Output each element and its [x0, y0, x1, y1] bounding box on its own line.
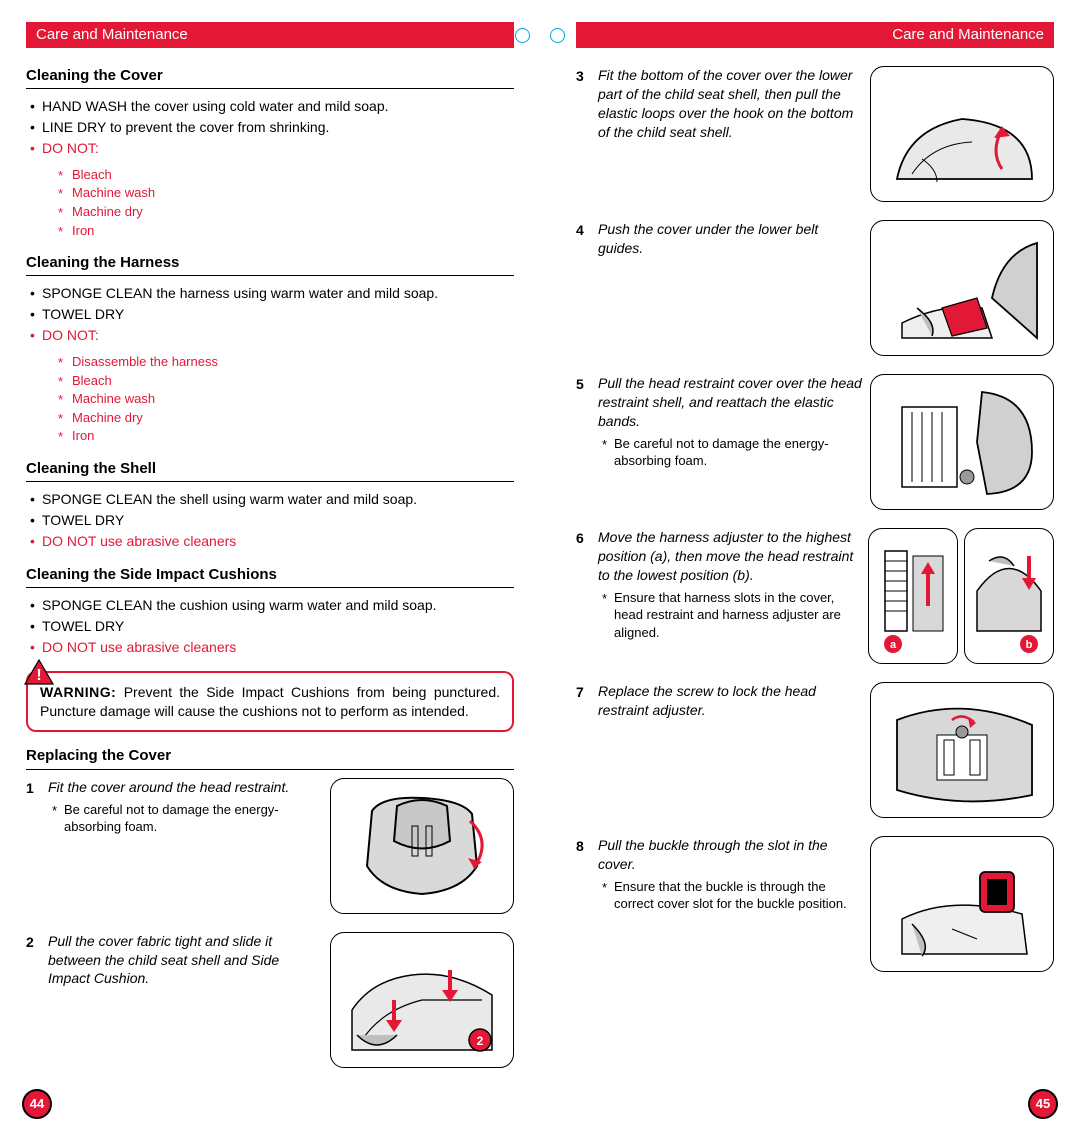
- warning-box: ! WARNING: Prevent the Side Impact Cushi…: [26, 671, 514, 733]
- star-item: Machine dry: [58, 203, 514, 221]
- step-text: Fit the bottom of the cover over the low…: [598, 66, 862, 142]
- header-left: Care and Maintenance: [26, 22, 514, 48]
- bullet: HAND WASH the cover using cold water and…: [26, 97, 514, 116]
- step-text: Pull the buckle through the slot in the …: [598, 836, 862, 874]
- star-item: Disassemble the harness: [58, 353, 514, 371]
- step-num: 7: [576, 682, 598, 818]
- illustration-step-5: [870, 374, 1054, 510]
- star-item: Iron: [58, 222, 514, 240]
- step-1: 1 Fit the cover around the head restrain…: [26, 778, 514, 914]
- bullet: TOWEL DRY: [26, 511, 514, 530]
- step-note: Ensure that harness slots in the cover, …: [598, 589, 860, 642]
- list-harness-donot: Disassemble the harness Bleach Machine w…: [26, 353, 514, 445]
- step-num: 8: [576, 836, 598, 972]
- page-spread: Care and Maintenance Cleaning the Cover …: [0, 0, 1080, 1143]
- bullet-donot: DO NOT:: [26, 139, 514, 158]
- step-num: 4: [576, 220, 598, 356]
- illustration-step-3: [870, 66, 1054, 202]
- step-num: 2: [26, 932, 48, 1068]
- subhead-shell: Cleaning the Shell: [26, 459, 514, 482]
- warning-label: WARNING:: [40, 684, 116, 700]
- step-num: 5: [576, 374, 598, 510]
- step-text: Push the cover under the lower belt guid…: [598, 220, 862, 258]
- illustration-step-6a: a: [868, 528, 958, 664]
- subhead-replace: Replacing the Cover: [26, 746, 514, 769]
- bullet: SPONGE CLEAN the shell using warm water …: [26, 490, 514, 509]
- bullet-donot: DO NOT use abrasive cleaners: [26, 638, 514, 657]
- subhead-harness: Cleaning the Harness: [26, 253, 514, 276]
- illustration-step-8: [870, 836, 1054, 972]
- star-item: Machine wash: [58, 184, 514, 202]
- page-left: Care and Maintenance Cleaning the Cover …: [0, 0, 540, 1143]
- list-cover: HAND WASH the cover using cold water and…: [26, 97, 514, 158]
- bullet: TOWEL DRY: [26, 305, 514, 324]
- svg-text:2: 2: [477, 1034, 484, 1048]
- svg-text:!: !: [36, 667, 41, 684]
- page-number-right: 45: [1028, 1089, 1058, 1119]
- step-note: Ensure that the buckle is through the co…: [598, 878, 862, 913]
- star-item: Machine wash: [58, 390, 514, 408]
- step-note: Be careful not to damage the energy-abso…: [48, 801, 322, 836]
- step-5: 5 Pull the head restraint cover over the…: [576, 374, 1054, 510]
- bullet: SPONGE CLEAN the cushion using warm wate…: [26, 596, 514, 615]
- step-text: Replace the screw to lock the head restr…: [598, 682, 862, 720]
- step-3: 3 Fit the bottom of the cover over the l…: [576, 66, 1054, 202]
- bullet-donot: DO NOT use abrasive cleaners: [26, 532, 514, 551]
- step-8: 8 Pull the buckle through the slot in th…: [576, 836, 1054, 972]
- star-item: Bleach: [58, 372, 514, 390]
- page-right: Care and Maintenance 3 Fit the bottom of…: [540, 0, 1080, 1143]
- star-item: Bleach: [58, 166, 514, 184]
- svg-text:b: b: [1026, 639, 1033, 651]
- step-6: 6 Move the harness adjuster to the highe…: [576, 528, 1054, 664]
- step-7: 7 Replace the screw to lock the head res…: [576, 682, 1054, 818]
- bullet: SPONGE CLEAN the harness using warm wate…: [26, 284, 514, 303]
- step-text: Pull the cover fabric tight and slide it…: [48, 932, 322, 989]
- step-text: Pull the head restraint cover over the h…: [598, 374, 862, 431]
- list-harness: SPONGE CLEAN the harness using warm wate…: [26, 284, 514, 345]
- warning-icon: !: [24, 659, 54, 685]
- step-text: Move the harness adjuster to the highest…: [598, 528, 860, 585]
- svg-text:a: a: [890, 639, 897, 651]
- step-num: 3: [576, 66, 598, 202]
- illustration-step-6b: b: [964, 528, 1054, 664]
- illustration-step-7: [870, 682, 1054, 818]
- header-right: Care and Maintenance: [576, 22, 1054, 48]
- subhead-cover: Cleaning the Cover: [26, 66, 514, 89]
- list-shell: SPONGE CLEAN the shell using warm water …: [26, 490, 514, 551]
- step-note: Be careful not to damage the energy-abso…: [598, 435, 862, 470]
- illustration-step-4: [870, 220, 1054, 356]
- list-sic: SPONGE CLEAN the cushion using warm wate…: [26, 596, 514, 657]
- subhead-sic: Cleaning the Side Impact Cushions: [26, 565, 514, 588]
- star-item: Iron: [58, 427, 514, 445]
- list-cover-donot: Bleach Machine wash Machine dry Iron: [26, 166, 514, 239]
- step-num: 6: [576, 528, 598, 664]
- page-number-left: 44: [22, 1089, 52, 1119]
- illustration-step-1: [330, 778, 514, 914]
- warning-text: WARNING: Prevent the Side Impact Cushion…: [40, 684, 500, 719]
- bullet: LINE DRY to prevent the cover from shrin…: [26, 118, 514, 137]
- step-4: 4 Push the cover under the lower belt gu…: [576, 220, 1054, 356]
- bullet: TOWEL DRY: [26, 617, 514, 636]
- illustration-step-2: 2: [330, 932, 514, 1068]
- step-text: Fit the cover around the head restraint.: [48, 778, 322, 797]
- illustration-step-6: a b: [868, 528, 1054, 664]
- step-2: 2 Pull the cover fabric tight and slide …: [26, 932, 514, 1068]
- step-num: 1: [26, 778, 48, 914]
- bullet-donot: DO NOT:: [26, 326, 514, 345]
- star-item: Machine dry: [58, 409, 514, 427]
